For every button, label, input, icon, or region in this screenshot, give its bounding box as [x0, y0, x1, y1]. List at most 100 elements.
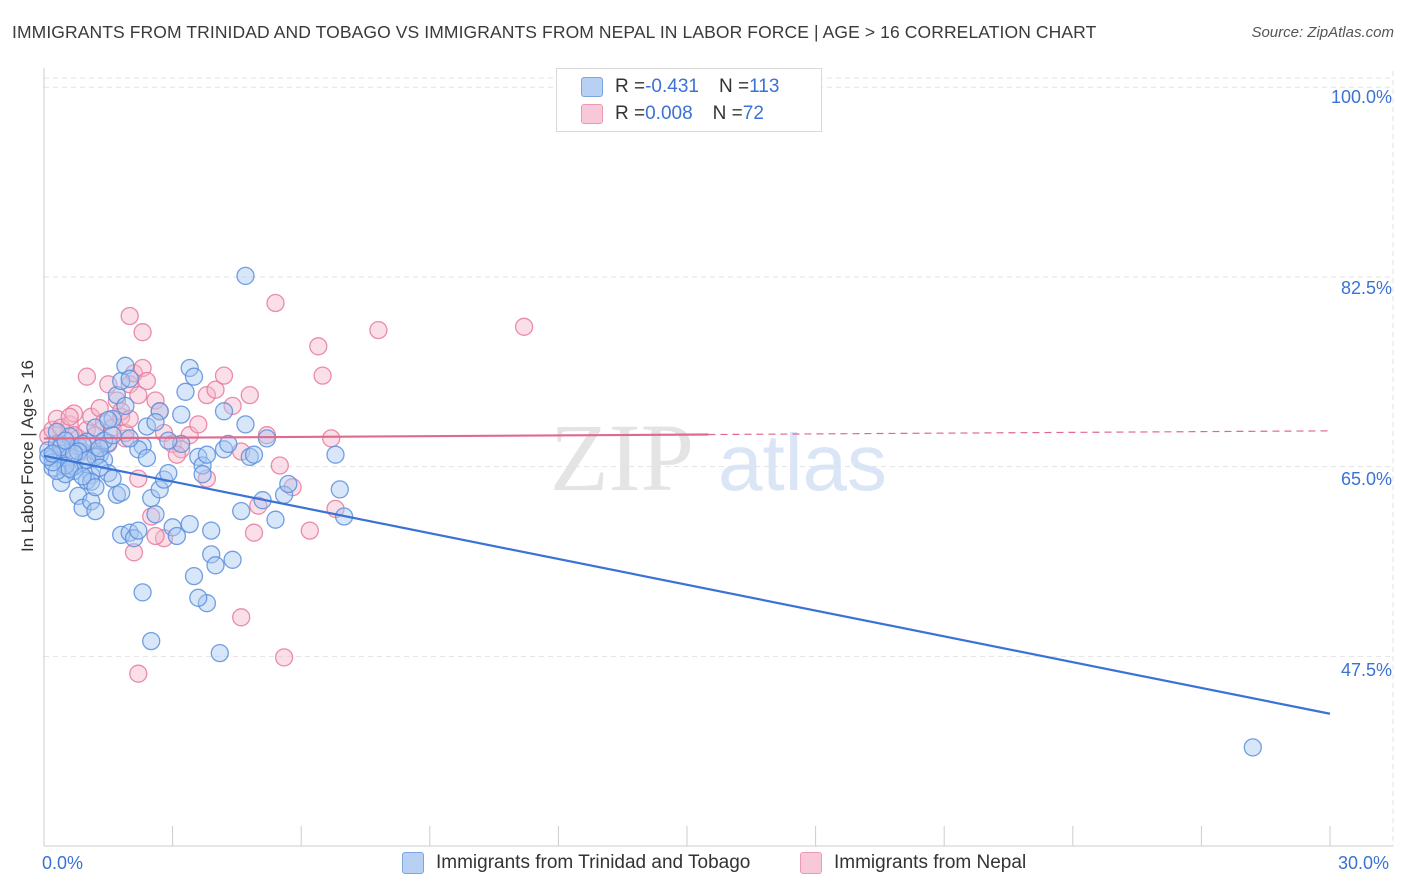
- trinidad-point: [99, 410, 118, 430]
- nepal-point: [309, 337, 328, 356]
- legend-swatch-pink: [800, 852, 822, 874]
- legend-r-value: 0.008: [645, 103, 693, 124]
- trinidad-point: [129, 521, 148, 540]
- nepal-point: [313, 366, 332, 385]
- trinidad-point: [244, 445, 264, 464]
- trinidad-point: [112, 483, 131, 502]
- nepal-point: [120, 306, 139, 326]
- nepal-point: [206, 380, 225, 399]
- bottom-legend-nepal: Immigrants from Nepal: [800, 852, 1026, 874]
- nepal-point: [137, 371, 157, 391]
- y-axis-label: In Labor Force | Age > 16: [18, 359, 37, 553]
- trinidad-point: [202, 545, 221, 564]
- legend-r-value: -0.431: [645, 76, 699, 97]
- trinidad-point: [189, 588, 208, 607]
- trinidad-point: [137, 417, 157, 436]
- watermark-atlas: atlas: [718, 418, 887, 507]
- trinidad-point: [180, 514, 199, 534]
- trinidad-point: [73, 467, 92, 486]
- trinidad-point: [184, 367, 204, 386]
- x-tick-label: 30.0%: [1338, 853, 1390, 873]
- trinidad-point: [116, 396, 135, 416]
- grid-lines: [44, 71, 1394, 846]
- nepal-point: [124, 543, 144, 562]
- trinidad-point: [330, 480, 349, 499]
- trinidad-point: [193, 465, 212, 484]
- nepal-point: [214, 366, 234, 385]
- watermark-zip: ZIP: [550, 404, 694, 511]
- legend-n-label: N =: [712, 103, 743, 124]
- nepal-point: [270, 456, 289, 475]
- trinidad-point: [163, 518, 182, 537]
- trinidad-point: [86, 501, 105, 521]
- legend-n-value: 113: [749, 76, 780, 97]
- trinidad-point: [1243, 738, 1262, 757]
- nepal-point: [232, 608, 251, 627]
- trinidad-trend-line: [43, 454, 1331, 715]
- trinidad-point: [86, 478, 105, 497]
- trinidad-point: [236, 266, 255, 286]
- trinidad-point: [279, 474, 298, 494]
- trinidad-point: [137, 448, 157, 468]
- nepal-point: [322, 429, 341, 448]
- nepal-point: [240, 385, 259, 405]
- trinidad-point: [206, 556, 225, 575]
- trinidad-point: [232, 501, 251, 521]
- trinidad-point: [197, 445, 217, 464]
- trinidad-point: [150, 480, 169, 499]
- nepal-point: [266, 293, 285, 313]
- nepal-point: [133, 323, 152, 342]
- trinidad-point: [82, 492, 101, 511]
- trend-lines: [43, 430, 1331, 715]
- nepal-point: [146, 526, 165, 546]
- legend-r-label: R =: [615, 103, 646, 124]
- nepal-trend-line: [43, 433, 709, 440]
- bottom-legend-trinidad: Immigrants from Trinidad and Tobago: [402, 852, 750, 874]
- trinidad-point: [146, 505, 165, 524]
- legend-swatch-pink: [581, 104, 603, 124]
- trinidad-point: [236, 415, 255, 434]
- legend-swatch-blue: [581, 77, 603, 97]
- legend-row-trinidad: R = -0.431 N = 113: [581, 75, 779, 99]
- nepal-point: [60, 407, 79, 426]
- nepal-point: [77, 367, 97, 386]
- trinidad-point: [103, 426, 122, 445]
- nepal-point: [167, 445, 187, 464]
- trinidad-point: [266, 510, 285, 529]
- trinidad-point: [172, 405, 191, 424]
- trinidad-point: [210, 643, 229, 663]
- legend-n-label: N =: [718, 76, 750, 97]
- source-label: Source: ZipAtlas.com: [1251, 24, 1394, 41]
- trinidad-point: [150, 402, 169, 421]
- x-tick-label: 0.0%: [42, 853, 84, 873]
- trinidad-point: [56, 431, 75, 450]
- trinidad-point: [180, 358, 199, 378]
- trinidad-point: [90, 439, 109, 458]
- trinidad-point: [219, 434, 238, 454]
- correlation-legend: R = -0.431 N = 113 R = 0.008 N = 72: [556, 68, 822, 132]
- legend-n-value: 72: [742, 103, 764, 124]
- nepal-point: [514, 317, 534, 336]
- legend-r-label: R =: [615, 76, 646, 97]
- trinidad-point: [133, 583, 152, 602]
- nepal-point: [189, 415, 208, 434]
- trinidad-point: [120, 369, 139, 388]
- nepal-trend-line-dashed: [708, 430, 1331, 436]
- trinidad-point: [257, 429, 277, 448]
- legend-row-nepal: R = 0.008 N = 72: [581, 102, 764, 126]
- trinidad-point: [159, 431, 178, 450]
- y-tick-label: 65.0%: [1340, 469, 1392, 489]
- nepal-point: [274, 648, 294, 667]
- y-tick-label: 47.5%: [1340, 660, 1392, 680]
- chart-title: IMMIGRANTS FROM TRINIDAD AND TOBAGO VS I…: [12, 22, 1097, 42]
- legend-swatch-blue: [402, 852, 424, 874]
- trinidad-point: [176, 382, 195, 401]
- y-tick-label: 100.0%: [1330, 87, 1392, 107]
- trinidad-point: [202, 521, 221, 540]
- nepal-point: [300, 521, 319, 540]
- nepal-point: [129, 664, 148, 683]
- legend-series-name: Immigrants from Nepal: [834, 852, 1027, 873]
- nepal-point: [129, 385, 148, 405]
- trinidad-point: [184, 566, 204, 586]
